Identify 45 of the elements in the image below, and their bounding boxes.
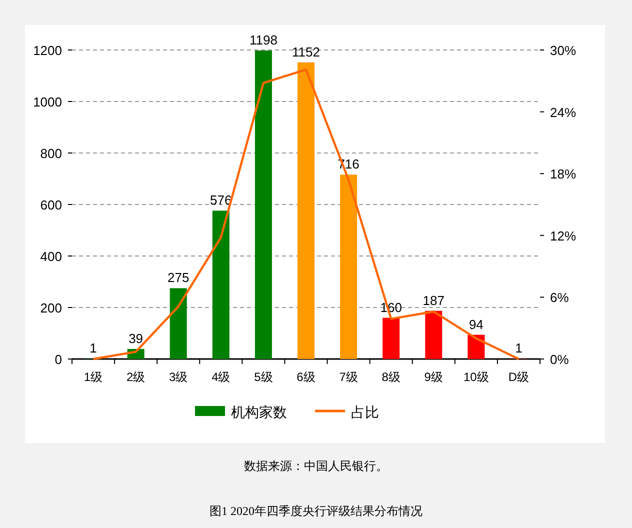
text: 图1 2020年四季度央行评级结果分布情况 xyxy=(210,504,422,518)
x-tick-label: 8级 xyxy=(382,370,400,384)
bar xyxy=(425,310,442,359)
y2-tick-label: 6% xyxy=(550,290,570,306)
y-tick-label: 400 xyxy=(40,249,62,264)
y2-tick-label: 0% xyxy=(550,352,570,367)
y2-tick-label: 30% xyxy=(550,43,576,58)
legend-label: 机构家数 xyxy=(231,404,287,420)
bar xyxy=(212,210,230,359)
x-tick-label: 4级 xyxy=(212,370,230,384)
x-tick-label: 6级 xyxy=(296,370,316,384)
y-tick-label: 200 xyxy=(40,300,62,316)
x-tick-label: 1级 xyxy=(84,370,103,384)
y2-tick-label: 18% xyxy=(550,166,576,182)
data-label: 39 xyxy=(128,330,144,346)
bar xyxy=(340,174,358,359)
x-tick-label: D级 xyxy=(508,370,530,384)
y-tick-label: 1000 xyxy=(33,94,62,110)
bar xyxy=(298,62,314,359)
x-tick-label: 2级 xyxy=(126,370,146,384)
data-label: 94 xyxy=(468,316,484,332)
x-tick-label: 9级 xyxy=(424,370,443,384)
x-tick-label: 7级 xyxy=(339,370,358,384)
legend-label: 占比 xyxy=(351,404,379,420)
data-label: 1 xyxy=(90,340,97,356)
data-label: 187 xyxy=(422,292,444,308)
bar xyxy=(254,50,272,359)
source-note: 数据来源：中国人民银行。 xyxy=(244,459,388,473)
y-tick-label: 1200 xyxy=(33,43,62,58)
y2-tick-label: 12% xyxy=(550,228,576,244)
data-label: 275 xyxy=(168,270,190,286)
data-label: 1 xyxy=(515,340,522,356)
x-tick-label: 3级 xyxy=(169,370,188,384)
x-tick-label: 10级 xyxy=(464,370,489,384)
bar xyxy=(170,288,187,359)
line-series xyxy=(92,68,520,360)
y-tick-label: 800 xyxy=(40,146,62,161)
bar xyxy=(468,334,485,359)
y2-tick-label: 24% xyxy=(550,104,576,120)
y-tick-label: 0 xyxy=(54,352,62,367)
x-tick-label: 5级 xyxy=(254,370,273,384)
y-tick-label: 600 xyxy=(40,198,62,212)
bar xyxy=(382,318,400,359)
data-label: 1198 xyxy=(249,32,278,48)
data-label: 1152 xyxy=(292,44,320,60)
